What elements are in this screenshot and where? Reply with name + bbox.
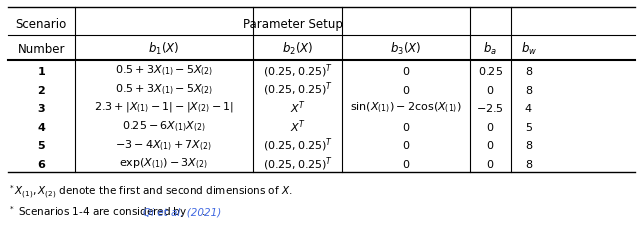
Text: $0$: $0$: [402, 83, 410, 95]
Text: $0$: $0$: [402, 65, 410, 77]
Text: $0$: $0$: [486, 120, 495, 132]
Text: $0$: $0$: [486, 157, 495, 169]
Text: $-2.5$: $-2.5$: [477, 102, 504, 114]
Text: $\mathbf{1}$: $\mathbf{1}$: [36, 65, 45, 77]
Text: $0$: $0$: [486, 139, 495, 151]
Text: $^*X_{(1)}, X_{(2)}$ denote the first and second dimensions of $X$.: $^*X_{(1)}, X_{(2)}$ denote the first an…: [8, 183, 292, 200]
Text: $\mathbf{3}$: $\mathbf{3}$: [37, 102, 45, 114]
Text: $8$: $8$: [525, 65, 533, 77]
Text: $^*$ Scenarios 1-4 are considered by: $^*$ Scenarios 1-4 are considered by: [8, 204, 188, 219]
Text: $\exp(X_{(1)})-3X_{(2)}$: $\exp(X_{(1)})-3X_{(2)}$: [120, 156, 208, 170]
Text: $b_1(X)$: $b_1(X)$: [148, 41, 180, 57]
Text: Scenario: Scenario: [15, 18, 67, 31]
Text: $0$: $0$: [402, 120, 410, 132]
Text: $\mathbf{5}$: $\mathbf{5}$: [36, 139, 45, 151]
Text: $8$: $8$: [525, 83, 533, 95]
Text: $b_a$: $b_a$: [483, 41, 497, 57]
Text: $X^T$: $X^T$: [290, 118, 306, 135]
Text: $b_w$: $b_w$: [520, 41, 537, 57]
Text: $8$: $8$: [525, 139, 533, 151]
Text: $0.25-6X_{(1)}X_{(2)}$: $0.25-6X_{(1)}X_{(2)}$: [122, 119, 206, 133]
Text: $\mathbf{4}$: $\mathbf{4}$: [36, 120, 46, 132]
Text: $\mathbf{6}$: $\mathbf{6}$: [36, 157, 46, 169]
Text: $0.5+3X_{(1)}-5X_{(2)}$: $0.5+3X_{(1)}-5X_{(2)}$: [115, 63, 213, 78]
Text: $b_2(X)$: $b_2(X)$: [282, 41, 314, 57]
Text: $0.25$: $0.25$: [478, 65, 503, 77]
Text: $(0.25,0.25)^T$: $(0.25,0.25)^T$: [262, 136, 333, 153]
Text: Qi et al. (2021): Qi et al. (2021): [143, 206, 221, 216]
Text: $\sin(X_{(1)})-2\cos(X_{(1)})$: $\sin(X_{(1)})-2\cos(X_{(1)})$: [350, 101, 462, 115]
Text: $(0.25,0.25)^T$: $(0.25,0.25)^T$: [262, 155, 333, 172]
Text: $(0.25,0.25)^T$: $(0.25,0.25)^T$: [262, 80, 333, 98]
Text: $2.3+|X_{(1)}-1|-|X_{(2)}-1|$: $2.3+|X_{(1)}-1|-|X_{(2)}-1|$: [94, 101, 234, 115]
Text: $4$: $4$: [524, 102, 533, 114]
Text: Number: Number: [17, 43, 65, 56]
Text: $0$: $0$: [486, 83, 495, 95]
Text: $0$: $0$: [402, 139, 410, 151]
Text: $b_3(X)$: $b_3(X)$: [390, 41, 422, 57]
Text: $(0.25,0.25)^T$: $(0.25,0.25)^T$: [262, 62, 333, 79]
Text: $0$: $0$: [402, 157, 410, 169]
Text: $5$: $5$: [525, 120, 532, 132]
Text: $-3-4X_{(1)}+7X_{(2)}$: $-3-4X_{(1)}+7X_{(2)}$: [115, 137, 212, 152]
Text: $\mathbf{2}$: $\mathbf{2}$: [37, 83, 45, 95]
Text: $0.5+3X_{(1)}-5X_{(2)}$: $0.5+3X_{(1)}-5X_{(2)}$: [115, 82, 213, 96]
Text: $X^T$: $X^T$: [290, 99, 306, 116]
Text: Parameter Setup: Parameter Setup: [243, 18, 343, 31]
Text: .: .: [202, 206, 205, 216]
Text: $8$: $8$: [525, 157, 533, 169]
